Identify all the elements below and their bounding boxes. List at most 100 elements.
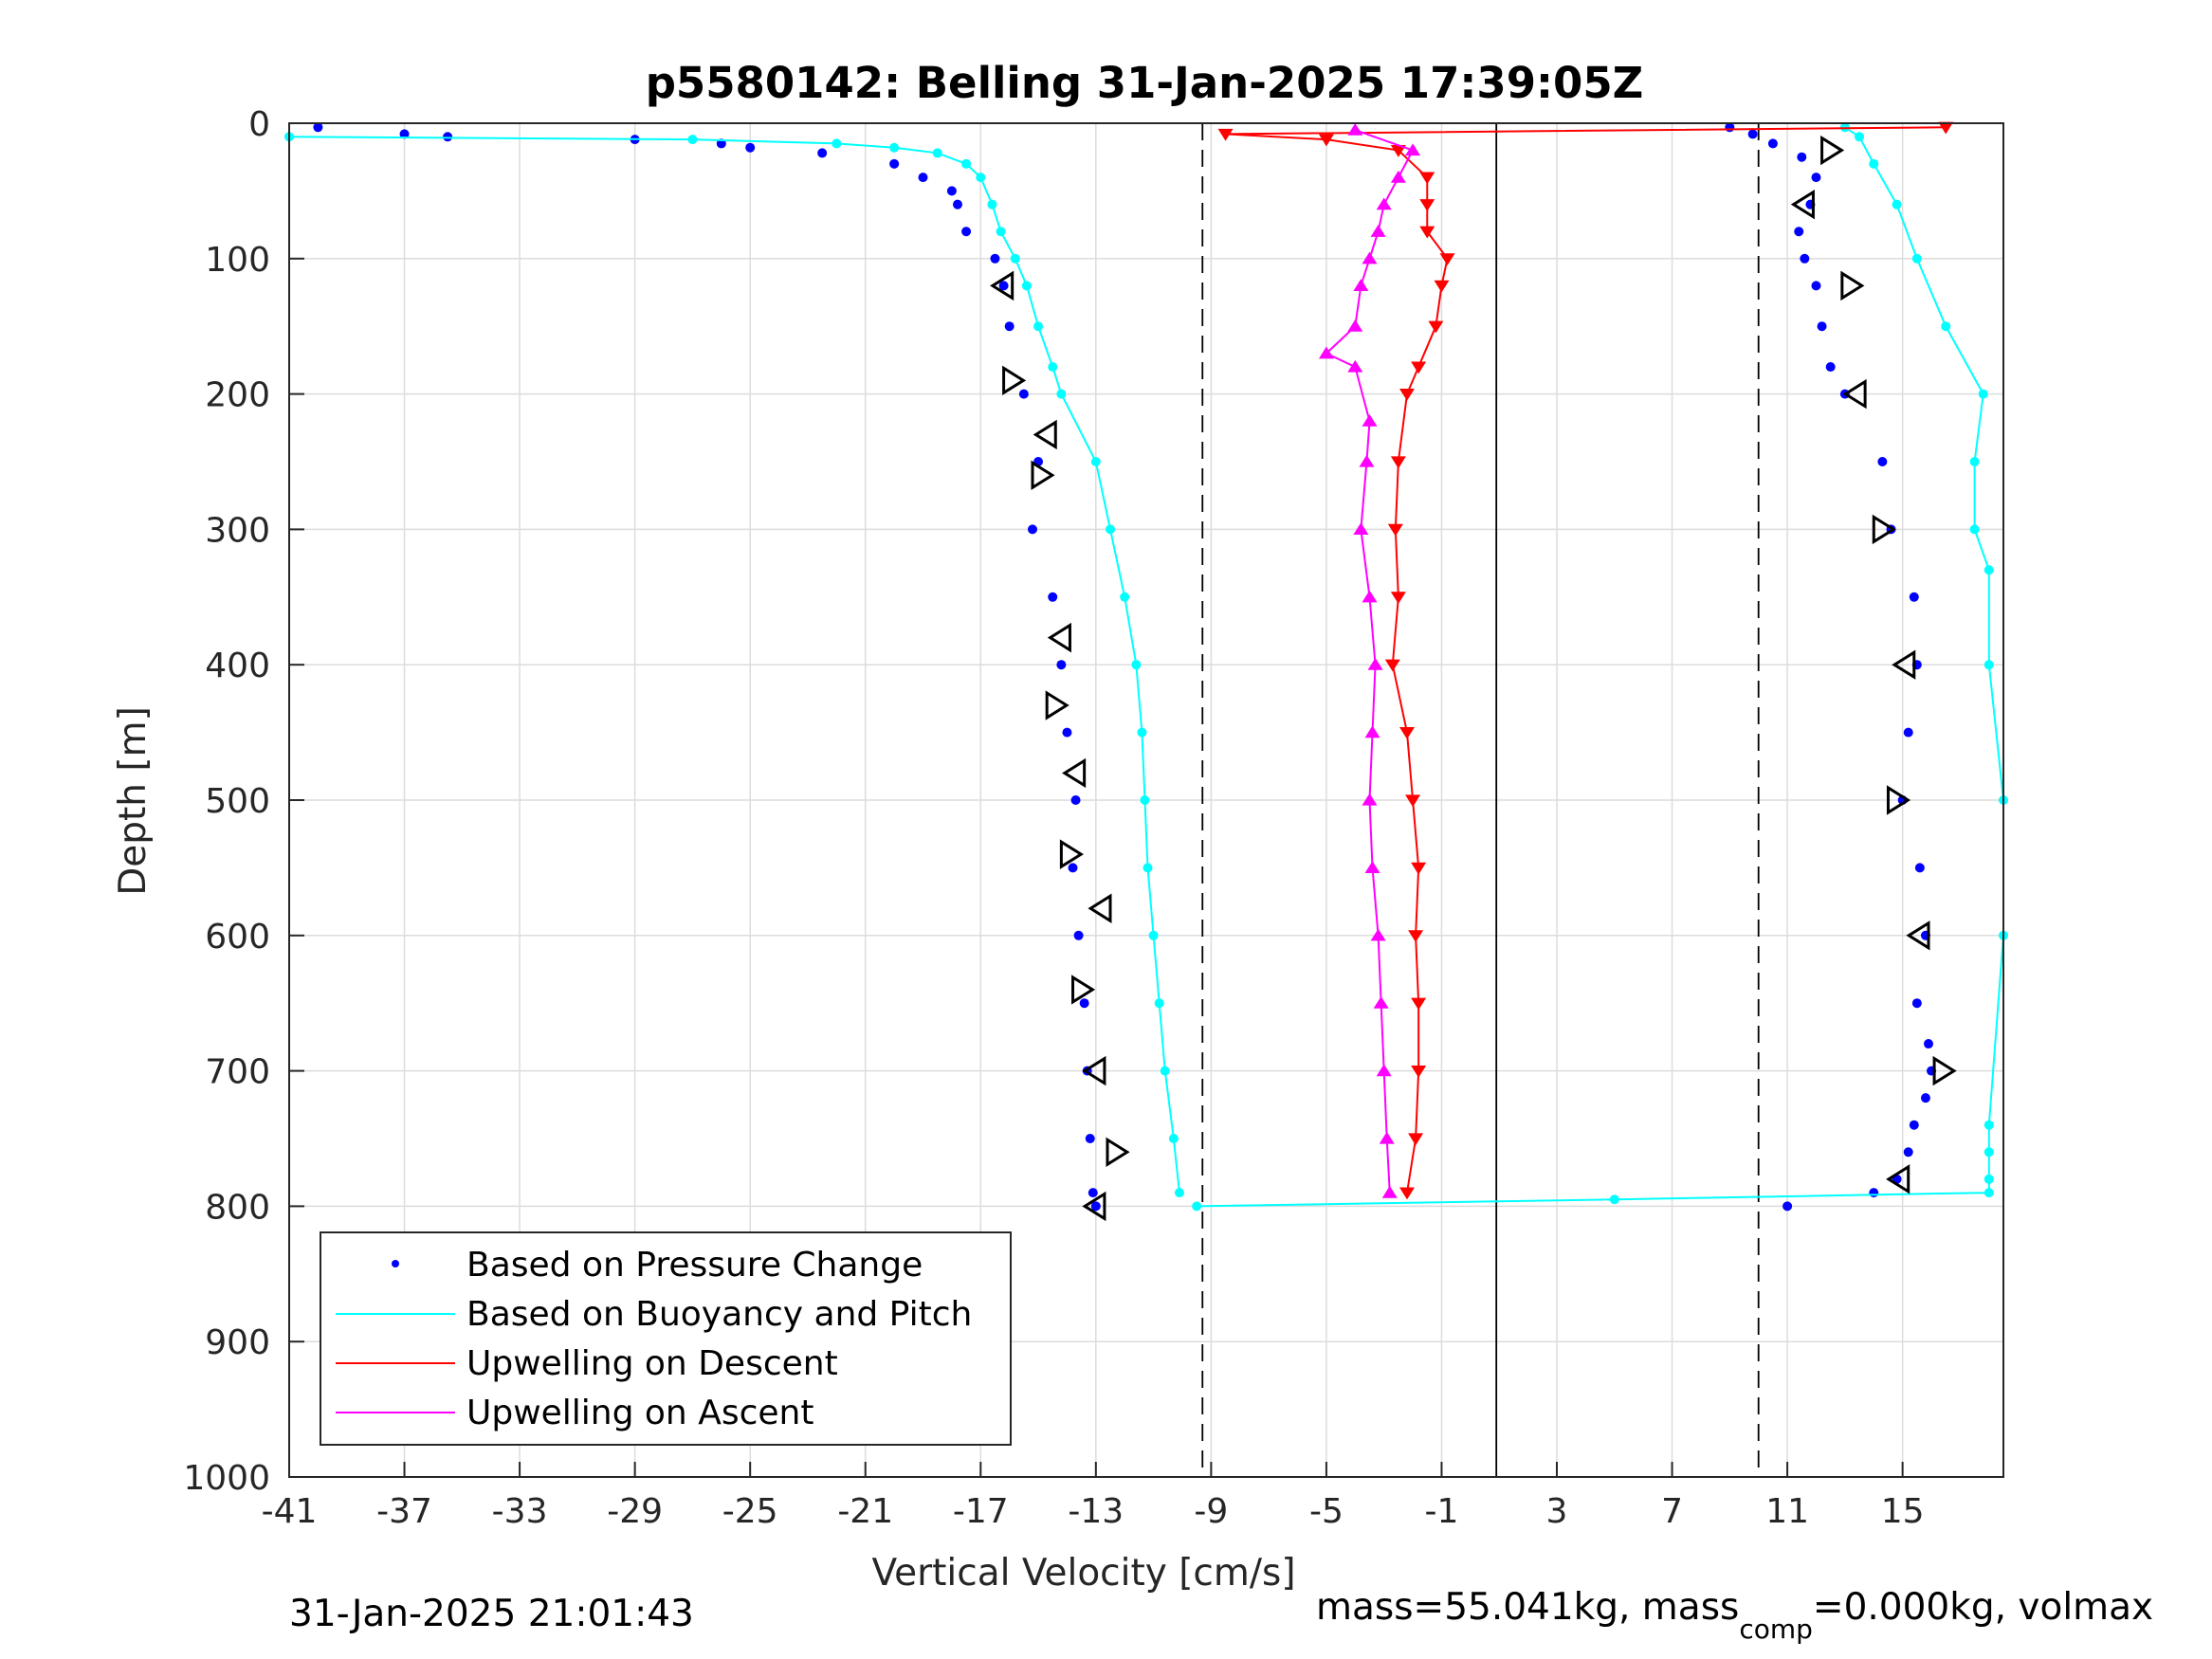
data-point	[1362, 590, 1378, 603]
data-point	[1090, 1201, 1101, 1212]
footer-mass-prefix: mass=55.041kg, mass	[1316, 1586, 1739, 1629]
data-point	[1938, 121, 1954, 135]
data-point	[1362, 251, 1378, 264]
reference-lines	[1201, 123, 1760, 1477]
data-point	[1359, 454, 1375, 467]
data-point	[1073, 930, 1084, 940]
data-point	[1048, 362, 1058, 373]
data-point	[1892, 649, 1916, 680]
data-point	[1969, 524, 1980, 535]
data-point	[1137, 727, 1147, 738]
data-point	[1004, 321, 1015, 332]
data-point	[1941, 321, 1951, 332]
data-point	[1387, 523, 1403, 537]
data-point	[976, 173, 986, 183]
x-tick-label: -41	[262, 1492, 318, 1531]
y-tick-label: 0	[248, 105, 270, 144]
x-tick-label: 15	[1881, 1492, 1925, 1531]
data-point	[1376, 197, 1392, 210]
data-point	[1911, 998, 1922, 1009]
data-point	[932, 148, 942, 158]
data-point	[1817, 321, 1827, 332]
data-point	[1088, 893, 1112, 923]
y-tick-label: 900	[205, 1323, 270, 1362]
data-point	[817, 148, 828, 158]
data-point	[1088, 1188, 1098, 1198]
data-point	[1408, 930, 1424, 942]
legend-label-descent: Upwelling on Descent	[466, 1344, 838, 1383]
data-point	[1923, 1039, 1933, 1049]
data-point	[1048, 592, 1058, 602]
data-point	[1811, 281, 1821, 291]
footer-mass: mass=55.041kg, masscomp=0.000kg, volmax	[1316, 1586, 2153, 1645]
ticks: -41 -37 -33 -29 -25 -21 -17 -13 -9 -5 -1 3 7 11 150100…	[183, 105, 1924, 1531]
data-point	[1062, 757, 1087, 789]
data-point	[1398, 1187, 1415, 1200]
legend-label-ascent: Upwelling on Ascent	[466, 1394, 814, 1432]
data-point	[687, 135, 698, 145]
data-point	[1085, 1134, 1095, 1143]
data-point	[1367, 658, 1383, 670]
data-point	[1140, 795, 1150, 805]
data-point	[1911, 253, 1922, 264]
series-line	[1197, 126, 2004, 1208]
data-point	[1364, 725, 1380, 738]
y-tick-label: 100	[205, 241, 270, 280]
data-point	[1143, 863, 1153, 873]
data-point	[1877, 457, 1888, 466]
data-point	[1370, 225, 1386, 237]
series-4	[1217, 121, 1954, 1200]
series-line	[1325, 129, 1415, 1194]
data-point	[952, 199, 962, 210]
grid	[288, 122, 2003, 1478]
data-point	[313, 122, 323, 133]
data-point	[961, 227, 972, 237]
data-point	[1347, 319, 1363, 332]
series-1	[1725, 122, 1937, 1212]
data-point	[1747, 129, 1758, 139]
data-point	[399, 129, 410, 139]
data-point	[1398, 727, 1415, 739]
data-point	[1408, 1133, 1424, 1146]
data-point	[1411, 862, 1427, 875]
data-point	[1174, 1188, 1184, 1198]
x-tick-label: 11	[1765, 1492, 1809, 1531]
data-point	[1106, 1137, 1130, 1167]
data-point	[443, 132, 453, 142]
data-point	[1364, 861, 1380, 873]
data-point	[1794, 227, 1804, 237]
x-tick-label: -5	[1309, 1492, 1344, 1531]
y-tick-label: 500	[205, 782, 270, 821]
data-point	[1347, 122, 1363, 136]
data-point	[1168, 1134, 1179, 1143]
data-point	[1405, 143, 1421, 156]
data-point	[1390, 170, 1406, 183]
data-point	[889, 158, 900, 169]
footer-mass-sub: comp	[1739, 1613, 1813, 1645]
data-point	[1131, 660, 1142, 670]
data-point	[998, 281, 1009, 291]
data-point	[1840, 270, 1865, 301]
data-point	[1886, 1164, 1910, 1194]
x-tick-label: -1	[1425, 1492, 1459, 1531]
data-point	[1932, 1055, 1957, 1086]
data-point	[1033, 321, 1044, 332]
data-point	[1021, 281, 1032, 291]
footer-mass-suffix: =0.000kg, volmax	[1813, 1586, 2153, 1629]
data-point	[1869, 158, 1879, 169]
data-point	[1398, 389, 1415, 401]
x-tick-label: -33	[492, 1492, 548, 1531]
data-point	[1909, 1120, 1919, 1130]
data-point	[1373, 996, 1389, 1009]
legend-label-pressure: Based on Pressure Change	[466, 1246, 923, 1285]
data-point	[1782, 1201, 1793, 1212]
x-tick-label: -13	[1068, 1492, 1124, 1531]
data-point	[1825, 362, 1836, 373]
data-point	[1082, 1191, 1106, 1222]
data-point	[990, 270, 1015, 301]
data-point	[832, 138, 842, 149]
data-point	[1070, 795, 1081, 805]
data-point	[1148, 930, 1159, 940]
data-point	[1027, 524, 1037, 535]
data-point	[1045, 690, 1069, 720]
